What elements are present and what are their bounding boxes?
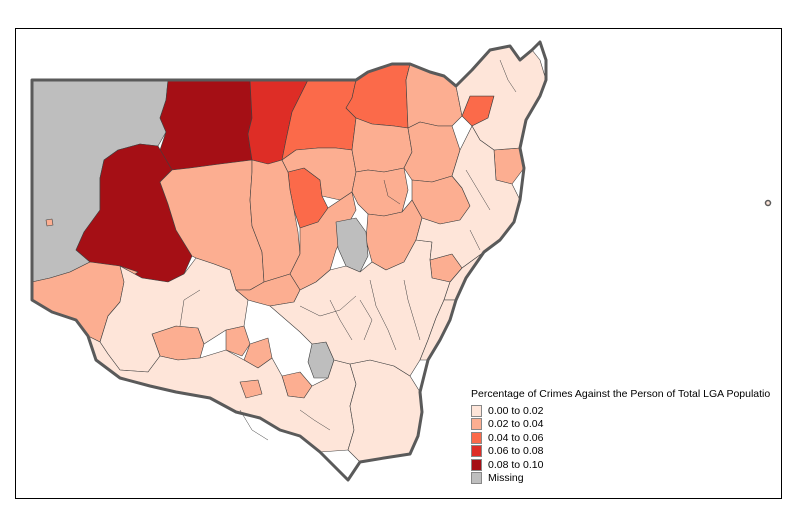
legend-item: Missing bbox=[471, 472, 781, 486]
region-peach-northern-tablelands bbox=[403, 121, 461, 183]
legend-label: 0.08 to 0.10 bbox=[488, 458, 544, 471]
legend-item: 0.08 to 0.10 bbox=[471, 458, 781, 472]
legend-item: 0.02 to 0.04 bbox=[471, 418, 781, 432]
legend-title: Percentage of Crimes Against the Person … bbox=[471, 388, 771, 400]
legend-swatch bbox=[471, 404, 482, 417]
region-light-mid-north-coast bbox=[415, 125, 521, 269]
region-peach-gunnedah bbox=[351, 167, 409, 217]
region-light-monaro bbox=[347, 359, 423, 463]
legend-item: 0.04 to 0.06 bbox=[471, 431, 781, 445]
lga-boundaries bbox=[179, 59, 517, 441]
map-legend: Percentage of Crimes Against the Person … bbox=[471, 388, 781, 485]
legend-item: 0.00 to 0.02 bbox=[471, 404, 781, 418]
legend-label: 0.04 to 0.06 bbox=[488, 431, 544, 444]
legend-label: 0.06 to 0.08 bbox=[488, 445, 544, 458]
region-peach-coffs bbox=[493, 147, 525, 185]
legend-item: 0.06 to 0.08 bbox=[471, 445, 781, 459]
legend-label: 0.02 to 0.04 bbox=[488, 418, 544, 431]
region-peach-riverina-b bbox=[225, 325, 251, 357]
legend-swatch bbox=[471, 431, 482, 444]
island-marker bbox=[764, 199, 772, 207]
legend-swatch bbox=[471, 445, 482, 458]
legend-label: 0.00 to 0.02 bbox=[488, 404, 544, 417]
legend-swatch bbox=[471, 458, 482, 471]
legend-label: Missing bbox=[488, 472, 524, 485]
legend-swatch bbox=[471, 472, 482, 485]
region-dark-red-north bbox=[159, 79, 253, 171]
legend-swatch bbox=[471, 418, 482, 431]
region-light-broken-hill-south bbox=[99, 257, 249, 373]
region-peach-isolated-island bbox=[45, 218, 54, 227]
state-border bbox=[30, 40, 548, 482]
region-peach-south-chip bbox=[239, 379, 263, 399]
region-missing-gunnedah bbox=[335, 217, 369, 273]
legend-items: 0.00 to 0.02 0.02 to 0.04 0.04 to 0.06 0.06… bbox=[471, 404, 781, 485]
